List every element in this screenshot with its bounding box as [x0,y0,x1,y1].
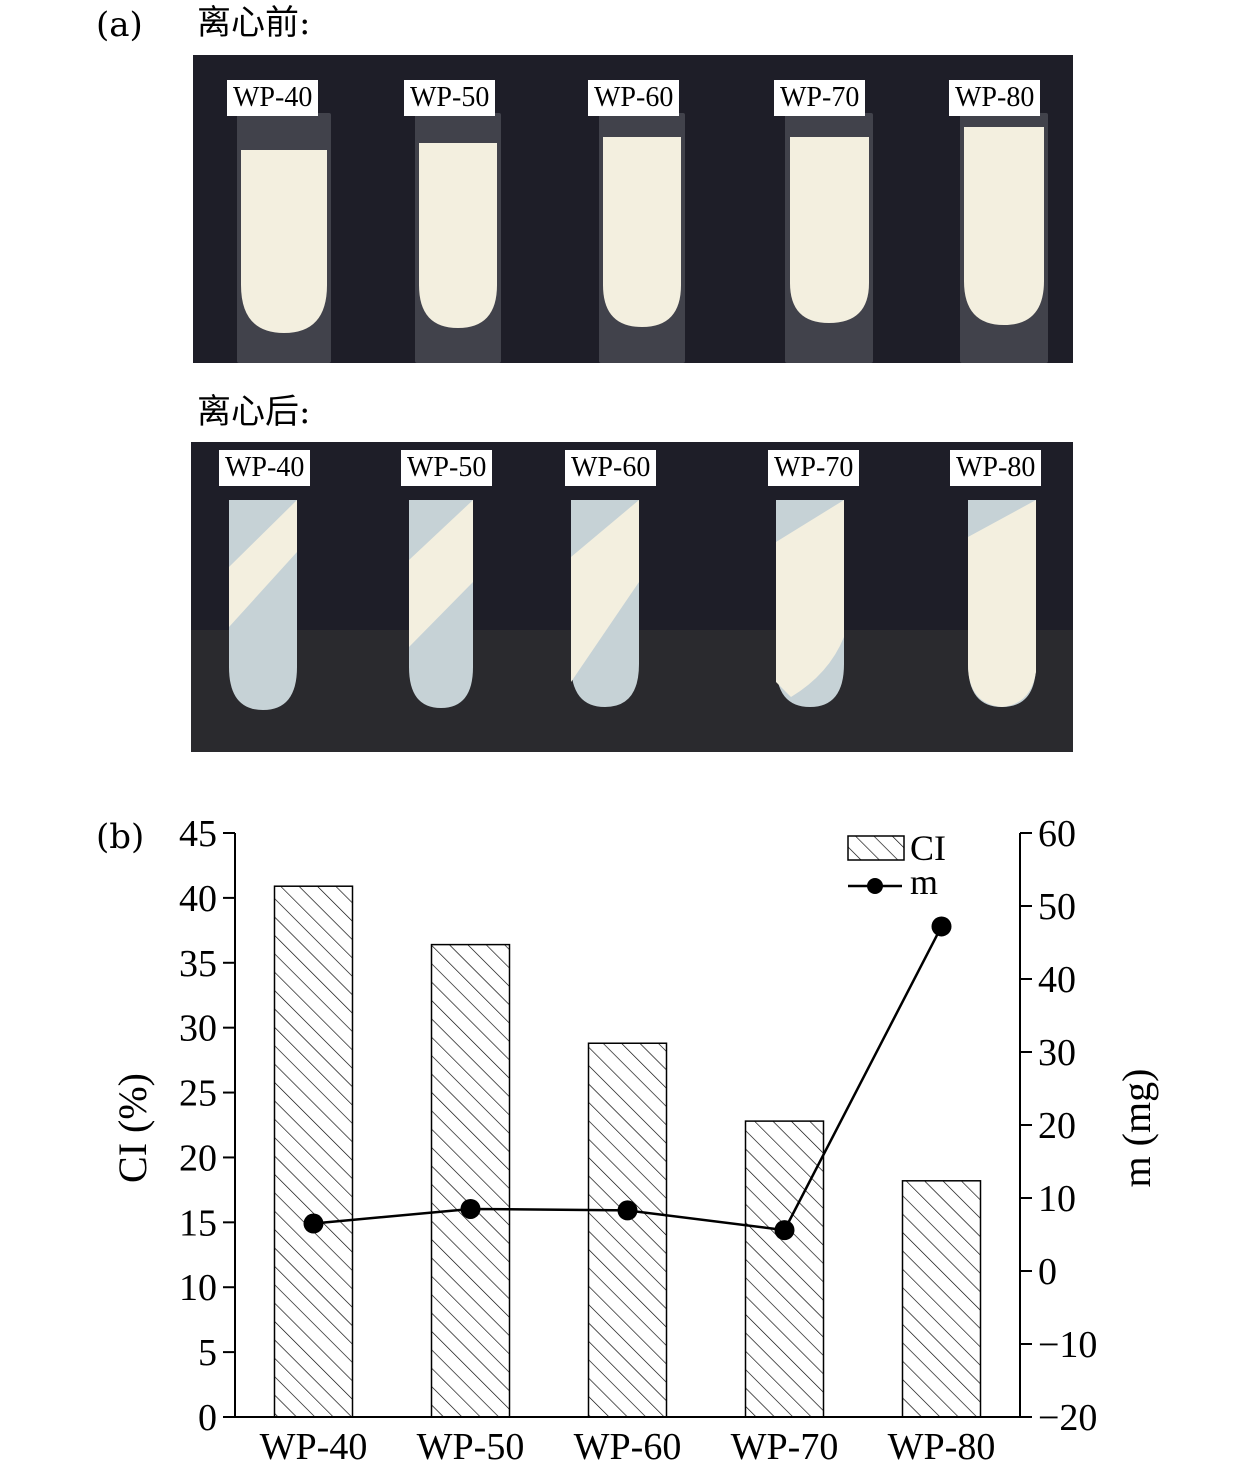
tube-wp60 [599,113,685,363]
y2-tick-label: 10 [1038,1178,1076,1220]
y2-tick-label: 0 [1038,1251,1057,1293]
tube-wp50 [415,113,501,363]
y2-tick-label: 20 [1038,1105,1076,1147]
tube-wp40 [229,500,297,710]
line-layer [303,916,952,1241]
bar-ci-wp-60 [587,1042,668,1418]
tube-wp70 [785,113,873,363]
bars-layer [273,885,982,1418]
panel-b-label: (b) [96,817,145,857]
bar-ci-wp-50 [430,943,511,1418]
panel-a-label: (a) [96,5,143,45]
before-tube-label-wp60: WP-60 [588,80,680,116]
point-m-wp-50 [460,1198,481,1219]
tube-wp80 [968,500,1036,707]
point-m-wp-40 [303,1213,324,1234]
y2-tick-label: 40 [1038,959,1076,1001]
point-m-wp-60 [617,1200,638,1221]
x-tick-label: WP-70 [731,1426,839,1468]
legend-ci-label: CI [910,828,946,868]
y2-axis-label: m (mg) [1114,1069,1159,1188]
y2-tick-label: −20 [1038,1397,1097,1439]
y-tick-label: 5 [198,1332,217,1374]
axes-layer: 0 5 10 15 20 25 30 35 40 45 −20 −10 0 10 20 30 40 50 60 WP-… [179,813,1097,1468]
after-centrifuge-photo: WP-40 WP-50 WP-60 WP-70 WP-80 [191,442,1073,752]
before-centrifuge-photo: WP-40 WP-50 WP-60 WP-70 WP-80 [193,55,1073,363]
after-tube-label-wp80: WP-80 [950,450,1042,486]
y-tick-label: 25 [179,1073,217,1115]
x-tick-label: WP-80 [888,1426,996,1468]
y-tick-label: 30 [179,1008,217,1050]
tube-wp50 [409,500,473,708]
legend-m-marker [867,878,883,894]
y-tick-label: 10 [179,1267,217,1309]
tube-wp60 [571,500,639,707]
after-centrifuge-title: 离心后: [197,392,311,432]
tube-wp70 [776,500,844,707]
y-tick-label: 20 [179,1137,217,1179]
y-axis-label: CI (%) [110,1073,155,1183]
ci-m-chart: 0 5 10 15 20 25 30 35 40 45 −20 −10 0 10 20 30 40 50 60 WP-… [110,813,1159,1468]
y-tick-label: 40 [179,878,217,920]
after-tube-label-wp40: WP-40 [219,450,311,486]
after-tube-label-wp60: WP-60 [565,450,657,486]
before-centrifuge-title: 离心前: [197,3,311,43]
legend-m-label: m [910,862,938,902]
after-tube-label-wp50: WP-50 [401,450,493,486]
y-tick-label: 35 [179,943,217,985]
x-tick-label: WP-40 [260,1426,368,1468]
y-tick-label: 0 [198,1397,217,1439]
y2-tick-label: 30 [1038,1032,1076,1074]
after-tube-label-wp70: WP-70 [768,450,860,486]
bar-ci-wp-80 [901,1180,982,1418]
before-tube-label-wp50: WP-50 [404,80,496,116]
before-tube-label-wp70: WP-70 [774,80,866,116]
y2-tick-label: 50 [1038,886,1076,928]
before-tube-label-wp40: WP-40 [227,80,319,116]
legend-ci-swatch [847,835,905,861]
y-tick-label: 45 [179,813,217,855]
y-tick-label: 15 [179,1202,217,1244]
bar-ci-wp-70 [744,1120,825,1418]
bar-ci-wp-40 [273,885,354,1418]
tube-wp40 [237,113,331,363]
point-m-wp-70 [774,1220,795,1241]
y2-tick-label: −10 [1038,1324,1097,1366]
legend: CI m [847,828,946,902]
x-tick-label: WP-50 [417,1426,525,1468]
before-tube-label-wp80: WP-80 [949,80,1041,116]
x-tick-label: WP-60 [574,1426,682,1468]
point-m-wp-80 [931,916,952,937]
y2-tick-label: 60 [1038,813,1076,855]
tube-wp80 [960,113,1048,363]
